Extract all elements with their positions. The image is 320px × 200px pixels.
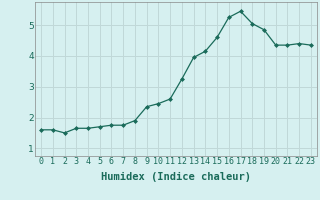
X-axis label: Humidex (Indice chaleur): Humidex (Indice chaleur) [101, 172, 251, 182]
